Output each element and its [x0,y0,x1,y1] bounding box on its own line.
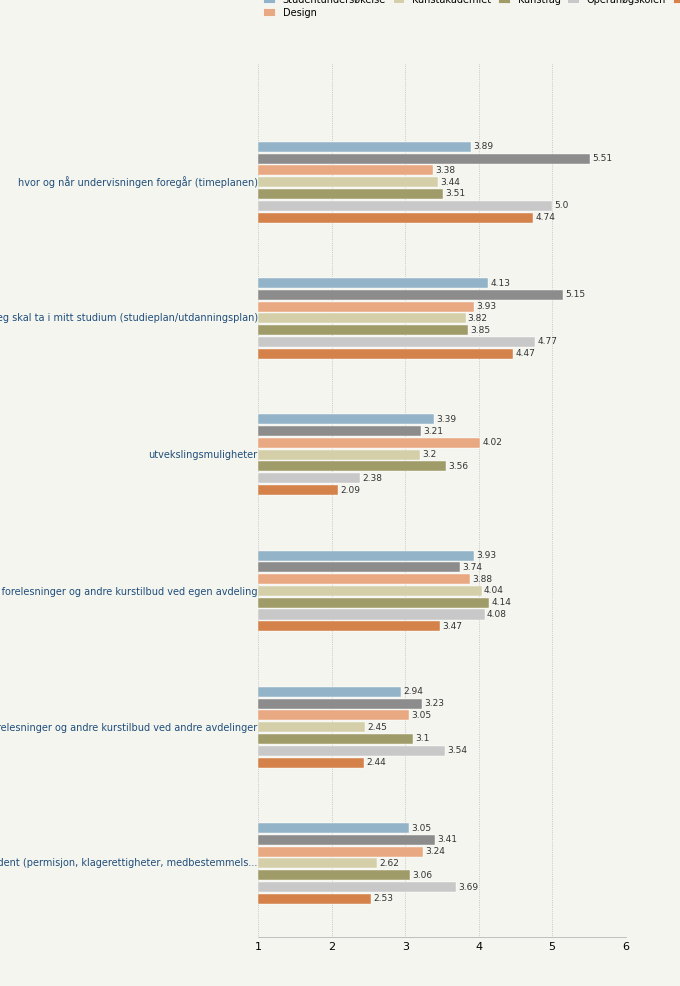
Text: 3.2: 3.2 [422,451,437,459]
Bar [258,562,460,573]
Text: 5.0: 5.0 [554,201,568,210]
Bar [258,438,480,448]
Text: 3.82: 3.82 [468,314,488,323]
Bar [258,835,435,845]
Bar [258,189,443,199]
Text: rettigheter som student (permisjon, klagerettigheter, medbestemmels...: rettigheter som student (permisjon, klag… [0,859,258,869]
Text: 3.44: 3.44 [440,177,460,186]
Bar [258,847,423,857]
Text: 3.23: 3.23 [424,699,444,708]
Text: åpne forelesninger og andre kurstilbud ved egen avdeling: åpne forelesninger og andre kurstilbud v… [0,585,258,597]
Text: 3.06: 3.06 [412,871,432,880]
Bar [258,290,563,300]
Text: de emner jeg skal ta i mitt studium (studieplan/utdanningsplan): de emner jeg skal ta i mitt studium (stu… [0,314,258,323]
Legend: Studentundersøkelse, Design, Kunstakademiet, Kunstfag, Operahøgskolen, Teaterhøg: Studentundersøkelse, Design, Kunstakadem… [263,0,680,18]
Text: 2.09: 2.09 [341,485,360,495]
Text: 3.24: 3.24 [425,847,445,856]
Text: 5.51: 5.51 [592,154,612,163]
Bar [258,550,473,561]
Text: 5.15: 5.15 [565,290,585,300]
Bar [258,154,590,164]
Bar [258,201,552,211]
Bar [258,302,473,312]
Text: 4.13: 4.13 [490,279,511,288]
Bar [258,485,339,495]
Bar [258,757,364,767]
Bar [258,278,488,288]
Bar [258,598,489,607]
Text: 4.77: 4.77 [537,337,558,346]
Text: 2.38: 2.38 [362,473,382,483]
Bar [258,426,421,436]
Bar [258,893,371,904]
Text: 4.02: 4.02 [482,439,503,448]
Bar [258,687,401,697]
Bar [258,337,535,347]
Bar [258,314,466,323]
Text: 4.74: 4.74 [535,213,555,222]
Text: 3.1: 3.1 [415,735,429,743]
Bar [258,699,422,709]
Text: 3.38: 3.38 [435,166,456,175]
Text: 2.62: 2.62 [379,859,399,868]
Bar [258,621,440,631]
Bar [258,823,409,833]
Text: utvekslingsmuligheter: utvekslingsmuligheter [148,450,258,459]
Bar [258,882,456,892]
Bar [258,142,471,152]
Text: 4.47: 4.47 [515,349,535,358]
Bar [258,461,446,471]
Bar [258,414,434,424]
Bar [258,609,485,619]
Bar [258,450,420,459]
Bar [258,859,377,869]
Text: 3.05: 3.05 [411,711,431,720]
Text: 2.44: 2.44 [367,758,386,767]
Text: 3.69: 3.69 [458,882,478,891]
Text: 4.14: 4.14 [491,599,511,607]
Text: 3.47: 3.47 [442,622,462,631]
Bar [258,166,433,176]
Text: 3.89: 3.89 [473,142,493,151]
Text: hvor og når undervisningen foregår (timeplanen): hvor og når undervisningen foregår (time… [18,176,258,188]
Text: åpne forelesninger og andre kurstilbud ved andre avdelinger: åpne forelesninger og andre kurstilbud v… [0,721,258,734]
Text: 3.93: 3.93 [476,551,496,560]
Text: 3.21: 3.21 [423,427,443,436]
Text: 3.88: 3.88 [472,575,492,584]
Text: 4.08: 4.08 [487,610,507,619]
Text: 3.05: 3.05 [411,823,431,832]
Text: 3.56: 3.56 [449,462,469,471]
Text: 3.51: 3.51 [445,189,465,198]
Text: 3.93: 3.93 [476,302,496,312]
Bar [258,710,409,721]
Bar [258,325,468,335]
Bar [258,722,365,733]
Text: 2.45: 2.45 [367,723,387,732]
Bar [258,574,470,584]
Bar [258,349,513,359]
Bar [258,734,413,744]
Bar [258,177,438,187]
Bar [258,871,409,880]
Text: 3.41: 3.41 [438,835,458,844]
Bar [258,586,481,596]
Text: 3.85: 3.85 [470,325,490,334]
Text: 3.39: 3.39 [436,415,456,424]
Text: 2.53: 2.53 [373,894,393,903]
Bar [258,745,445,755]
Text: 2.94: 2.94 [403,687,423,696]
Text: 3.54: 3.54 [447,746,467,755]
Text: 3.74: 3.74 [462,563,482,572]
Bar [258,473,360,483]
Bar [258,213,533,223]
Text: 4.04: 4.04 [484,587,504,596]
